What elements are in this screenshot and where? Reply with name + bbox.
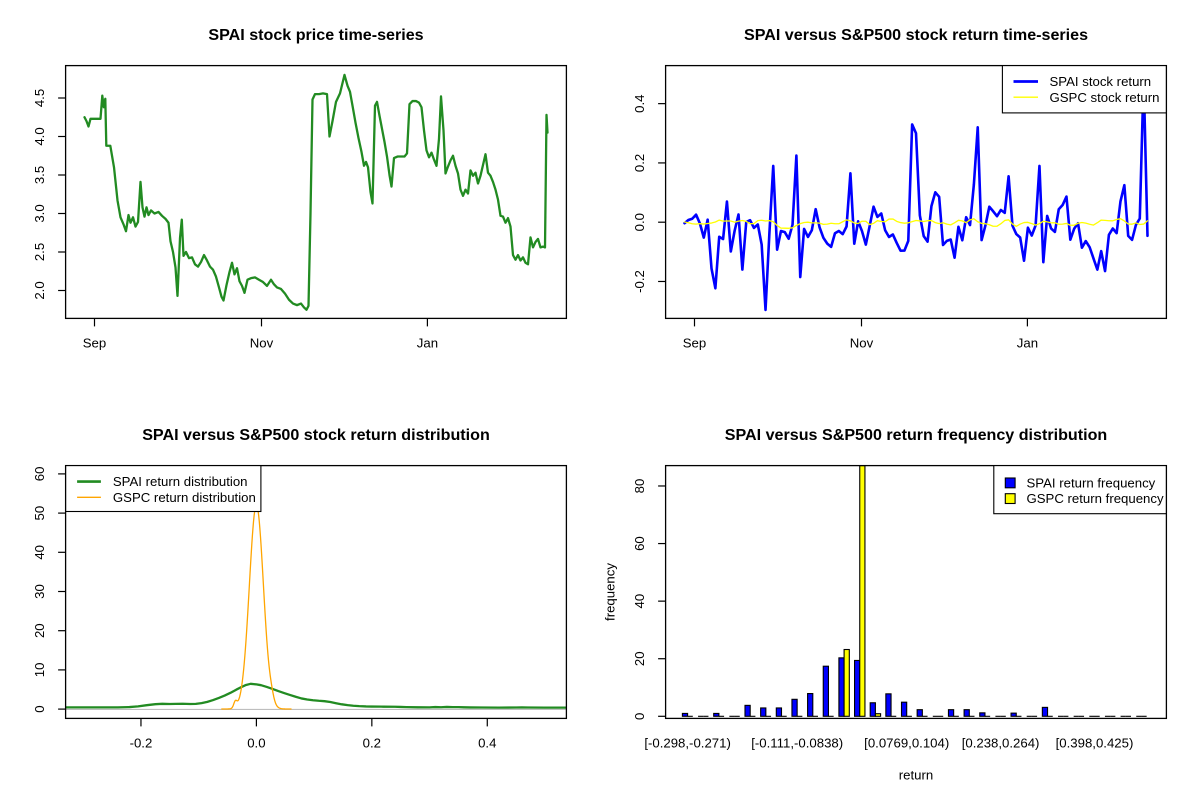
svg-text:3.5: 3.5 bbox=[32, 166, 47, 184]
svg-text:50: 50 bbox=[32, 506, 47, 521]
svg-text:0.4: 0.4 bbox=[478, 736, 496, 751]
svg-text:[0.238,0.264): [0.238,0.264) bbox=[962, 736, 1040, 751]
svg-text:0: 0 bbox=[632, 713, 647, 720]
svg-text:80: 80 bbox=[632, 479, 647, 494]
svg-text:SPAI return frequency: SPAI return frequency bbox=[1027, 475, 1156, 490]
svg-text:4.5: 4.5 bbox=[32, 89, 47, 107]
svg-text:SPAI versus S&P500 return freq: SPAI versus S&P500 return frequency dist… bbox=[725, 426, 1107, 444]
svg-text:4.0: 4.0 bbox=[32, 127, 47, 145]
svg-text:[0.398,0.425): [0.398,0.425) bbox=[1056, 736, 1134, 751]
svg-text:20: 20 bbox=[32, 623, 47, 638]
svg-text:0.2: 0.2 bbox=[632, 154, 647, 172]
svg-text:[-0.111,-0.0838): [-0.111,-0.0838) bbox=[751, 736, 843, 751]
svg-text:3.0: 3.0 bbox=[32, 204, 47, 222]
svg-text:-0.2: -0.2 bbox=[130, 736, 153, 751]
svg-text:SPAI stock return: SPAI stock return bbox=[1050, 74, 1152, 89]
svg-text:SPAI stock price time-series: SPAI stock price time-series bbox=[208, 26, 423, 44]
svg-text:0: 0 bbox=[32, 705, 47, 712]
svg-text:10: 10 bbox=[32, 663, 47, 678]
svg-text:GSPC stock return: GSPC stock return bbox=[1050, 90, 1160, 105]
svg-text:Jan: Jan bbox=[417, 336, 438, 351]
svg-text:60: 60 bbox=[632, 536, 647, 551]
svg-text:Sep: Sep bbox=[83, 336, 106, 351]
svg-text:40: 40 bbox=[32, 545, 47, 560]
svg-text:[-0.298,-0.271): [-0.298,-0.271) bbox=[644, 736, 731, 751]
svg-text:[0.0769,0.104): [0.0769,0.104) bbox=[864, 736, 949, 751]
svg-text:60: 60 bbox=[32, 467, 47, 482]
svg-text:0.2: 0.2 bbox=[363, 736, 381, 751]
svg-text:0.0: 0.0 bbox=[632, 213, 647, 231]
svg-text:2.5: 2.5 bbox=[32, 243, 47, 261]
svg-text:SPAI versus S&P500 stock retur: SPAI versus S&P500 stock return time-ser… bbox=[744, 26, 1088, 44]
svg-text:Nov: Nov bbox=[250, 336, 274, 351]
svg-text:20: 20 bbox=[632, 651, 647, 666]
svg-text:0.4: 0.4 bbox=[632, 94, 647, 112]
svg-text:GSPC return frequency: GSPC return frequency bbox=[1027, 491, 1164, 506]
svg-text:GSPC return distribution: GSPC return distribution bbox=[113, 490, 256, 505]
svg-text:0.0: 0.0 bbox=[247, 736, 265, 751]
svg-text:40: 40 bbox=[632, 594, 647, 609]
svg-text:SPAI versus S&P500 stock retur: SPAI versus S&P500 stock return distribu… bbox=[142, 426, 490, 444]
svg-text:2.0: 2.0 bbox=[32, 281, 47, 299]
svg-text:30: 30 bbox=[32, 584, 47, 599]
svg-text:Nov: Nov bbox=[850, 336, 874, 351]
svg-text:-0.2: -0.2 bbox=[632, 270, 647, 293]
svg-text:SPAI return distribution: SPAI return distribution bbox=[113, 474, 248, 489]
svg-text:return: return bbox=[899, 768, 933, 783]
svg-text:Sep: Sep bbox=[683, 336, 706, 351]
svg-text:frequency: frequency bbox=[603, 563, 618, 621]
svg-text:Jan: Jan bbox=[1017, 336, 1038, 351]
